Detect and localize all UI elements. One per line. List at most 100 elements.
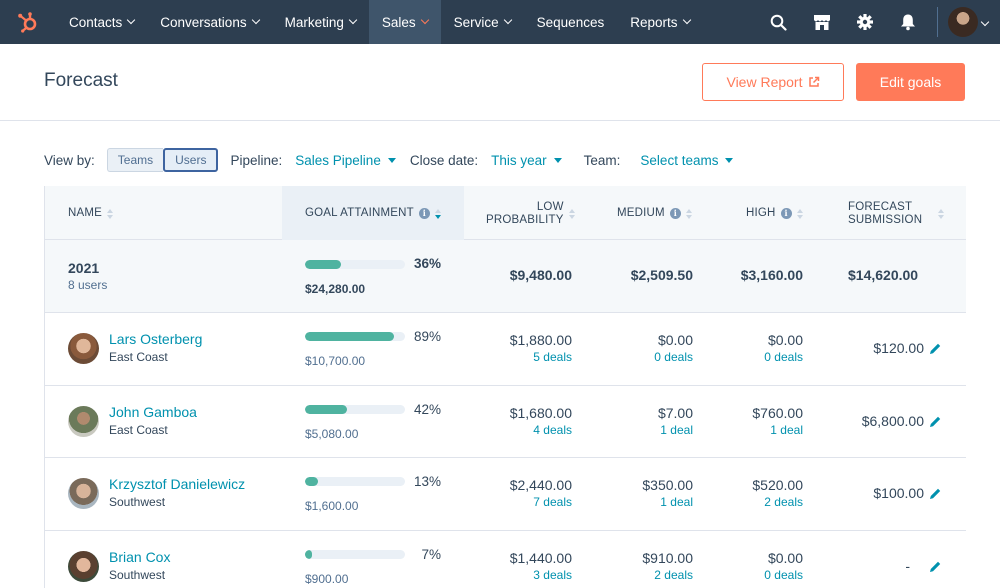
edit-pencil-icon[interactable] xyxy=(928,415,942,429)
team-value: Select teams xyxy=(640,152,719,168)
high-deals-link[interactable]: 0 deals xyxy=(764,350,803,364)
submission-value: $100.00 xyxy=(873,485,924,501)
user-name-link[interactable]: Krzysztof Danielewicz xyxy=(109,476,246,492)
nav-item-contacts[interactable]: Contacts xyxy=(56,0,147,44)
sort-active-icon xyxy=(434,208,441,219)
low-probability-value: $1,440.00 xyxy=(509,549,572,566)
nav-item-sales[interactable]: Sales xyxy=(368,0,441,44)
goal-amount: $5,080.00 xyxy=(305,426,359,441)
chevron-down-icon xyxy=(127,15,136,25)
edit-pencil-icon[interactable] xyxy=(928,560,942,574)
table-row: Brian Cox Southwest 7% $900.00 $1,440.00… xyxy=(45,530,966,588)
header-name[interactable]: NAME xyxy=(68,207,114,220)
close-date-dropdown[interactable]: This year xyxy=(491,153,562,168)
high-deals-link[interactable]: 1 deal xyxy=(770,422,803,437)
settings-gear-icon[interactable] xyxy=(843,0,886,44)
header-label: LOW PROBABILITY xyxy=(486,201,564,227)
nav-item-label: Sales xyxy=(381,14,416,30)
goal-column-highlight xyxy=(282,186,464,240)
user-name-link[interactable]: Lars Osterberg xyxy=(109,331,203,347)
nav-item-sequences[interactable]: Sequences xyxy=(524,0,618,44)
nav-item-service[interactable]: Service xyxy=(441,0,524,44)
top-navigation: Contacts Conversations Marketing Sales S… xyxy=(0,0,1000,44)
high-deals-link[interactable]: 0 deals xyxy=(764,567,803,582)
high-deals-link[interactable]: 2 deals xyxy=(764,495,803,509)
notifications-bell-icon[interactable] xyxy=(886,0,929,44)
summary-user-count: 8 users xyxy=(68,278,108,292)
chevron-down-icon xyxy=(348,15,358,25)
low-probability-value: $1,680.00 xyxy=(509,404,572,421)
user-name-link[interactable]: John Gamboa xyxy=(109,403,197,420)
low-probability-deals-link[interactable]: 4 deals xyxy=(533,422,572,437)
hubspot-logo-icon[interactable] xyxy=(0,0,56,44)
low-probability-value: $1,880.00 xyxy=(509,332,572,348)
header-label: HIGH xyxy=(746,207,776,219)
sort-icon xyxy=(685,208,692,219)
pipeline-value: Sales Pipeline xyxy=(295,152,381,168)
edit-goals-button[interactable]: Edit goals xyxy=(856,63,965,101)
view-report-button[interactable]: View Report xyxy=(702,63,844,101)
summary-year: 2021 xyxy=(68,260,100,276)
search-icon[interactable] xyxy=(757,0,800,44)
nav-item-marketing[interactable]: Marketing xyxy=(272,0,369,44)
header-high[interactable]: HIGH i xyxy=(746,207,803,220)
close-date-label: Close date: xyxy=(409,152,479,168)
info-icon[interactable]: i xyxy=(669,208,681,219)
info-icon[interactable]: i xyxy=(780,208,792,219)
medium-value: $350.00 xyxy=(642,477,693,493)
user-avatar xyxy=(68,478,99,509)
toggle-users[interactable]: Users xyxy=(163,148,219,172)
nav-divider xyxy=(937,7,938,37)
header-medium[interactable]: MEDIUM i xyxy=(617,207,692,220)
goal-progress-fill xyxy=(305,404,347,414)
account-chevron-down-icon[interactable] xyxy=(980,17,990,27)
goal-progress-bar xyxy=(305,332,405,341)
submission-total: $14,620.00 xyxy=(848,267,919,283)
chevron-down-icon xyxy=(503,15,512,25)
high-value: $0.00 xyxy=(767,332,803,348)
high-value: $0.00 xyxy=(767,549,803,566)
low-probability-total: $9,480.00 xyxy=(509,267,572,283)
goal-percent: 13% xyxy=(413,474,441,489)
view-report-label: View Report xyxy=(726,74,803,90)
goal-progress-fill xyxy=(305,332,394,341)
view-by-label: View by: xyxy=(44,152,95,168)
user-name-link[interactable]: Brian Cox xyxy=(109,548,171,565)
goal-progress-bar xyxy=(305,260,405,269)
medium-deals-link[interactable]: 1 deal xyxy=(660,495,693,509)
user-team: Southwest xyxy=(109,495,166,509)
goal-percent: 36% xyxy=(413,256,441,271)
goal-progress-fill xyxy=(305,477,318,486)
marketplace-icon[interactable] xyxy=(800,0,843,44)
caret-down-icon xyxy=(725,157,734,163)
toggle-teams[interactable]: Teams xyxy=(106,148,164,172)
header-low-probability[interactable]: LOW PROBABILITY xyxy=(486,201,575,227)
user-avatar[interactable] xyxy=(948,7,978,37)
user-avatar xyxy=(68,333,99,364)
sort-icon xyxy=(796,208,803,219)
info-icon[interactable]: i xyxy=(418,208,430,219)
pipeline-label: Pipeline: xyxy=(230,152,283,168)
medium-deals-link[interactable]: 0 deals xyxy=(654,350,693,364)
low-probability-deals-link[interactable]: 5 deals xyxy=(533,350,572,364)
header-goal-attainment[interactable]: GOAL ATTAINMENT i xyxy=(305,207,441,220)
low-probability-deals-link[interactable]: 3 deals xyxy=(533,567,572,582)
pipeline-dropdown[interactable]: Sales Pipeline xyxy=(295,153,396,168)
header-label: MEDIUM xyxy=(617,207,665,219)
header-label: FORECAST SUBMISSION xyxy=(848,201,922,227)
nav-item-conversations[interactable]: Conversations xyxy=(147,0,271,44)
medium-deals-link[interactable]: 1 deal xyxy=(660,422,693,437)
submission-value: $120.00 xyxy=(873,340,924,356)
medium-deals-link[interactable]: 2 deals xyxy=(654,567,693,582)
edit-pencil-icon[interactable] xyxy=(928,342,942,356)
chevron-down-icon xyxy=(682,15,691,25)
nav-menu: Contacts Conversations Marketing Sales S… xyxy=(56,0,703,44)
team-dropdown[interactable]: Select teams xyxy=(640,152,734,168)
nav-item-reports[interactable]: Reports xyxy=(617,0,702,44)
low-probability-value: $2,440.00 xyxy=(509,477,572,493)
low-probability-deals-link[interactable]: 7 deals xyxy=(533,495,572,509)
header-forecast-submission[interactable]: FORECAST SUBMISSION xyxy=(848,201,945,227)
edit-pencil-icon[interactable] xyxy=(928,487,942,501)
header-label-line: SUBMISSION xyxy=(848,214,923,226)
table-header-row: NAME GOAL ATTAINMENT i LOW PROBABILITY MED… xyxy=(45,186,966,240)
